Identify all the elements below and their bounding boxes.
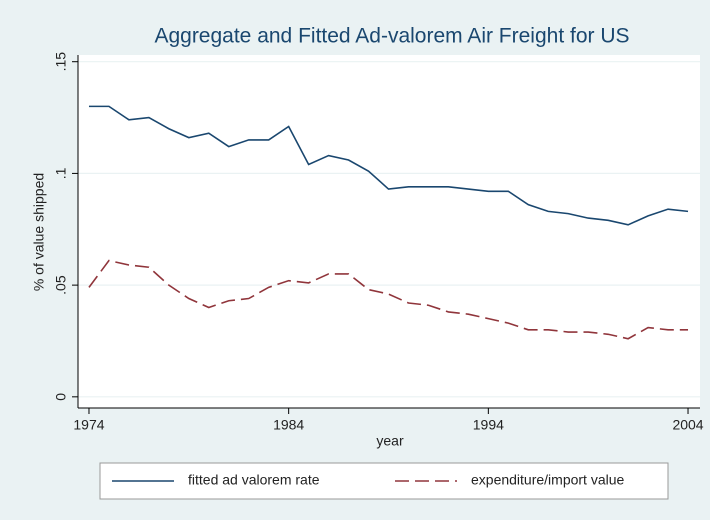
x-axis-label: year <box>376 433 404 449</box>
x-tick-label: 2004 <box>672 417 703 433</box>
y-axis-label: % of value shipped <box>31 173 47 291</box>
y-tick-label: .15 <box>53 52 69 72</box>
legend-label: fitted ad valorem rate <box>188 472 320 488</box>
chart-title: Aggregate and Fitted Ad-valorem Air Frei… <box>154 25 629 48</box>
legend-label: expenditure/import value <box>471 472 625 488</box>
x-tick-label: 1984 <box>273 417 304 433</box>
x-tick-label: 1974 <box>73 417 104 433</box>
y-tick-label: .05 <box>53 275 69 295</box>
plot-area <box>78 55 700 408</box>
series-line <box>88 105 689 226</box>
y-tick-label: 0 <box>53 393 69 401</box>
x-tick-label: 1994 <box>473 417 504 433</box>
legend-box <box>99 462 669 500</box>
y-tick-label: .1 <box>53 167 69 179</box>
series-line <box>88 259 689 340</box>
